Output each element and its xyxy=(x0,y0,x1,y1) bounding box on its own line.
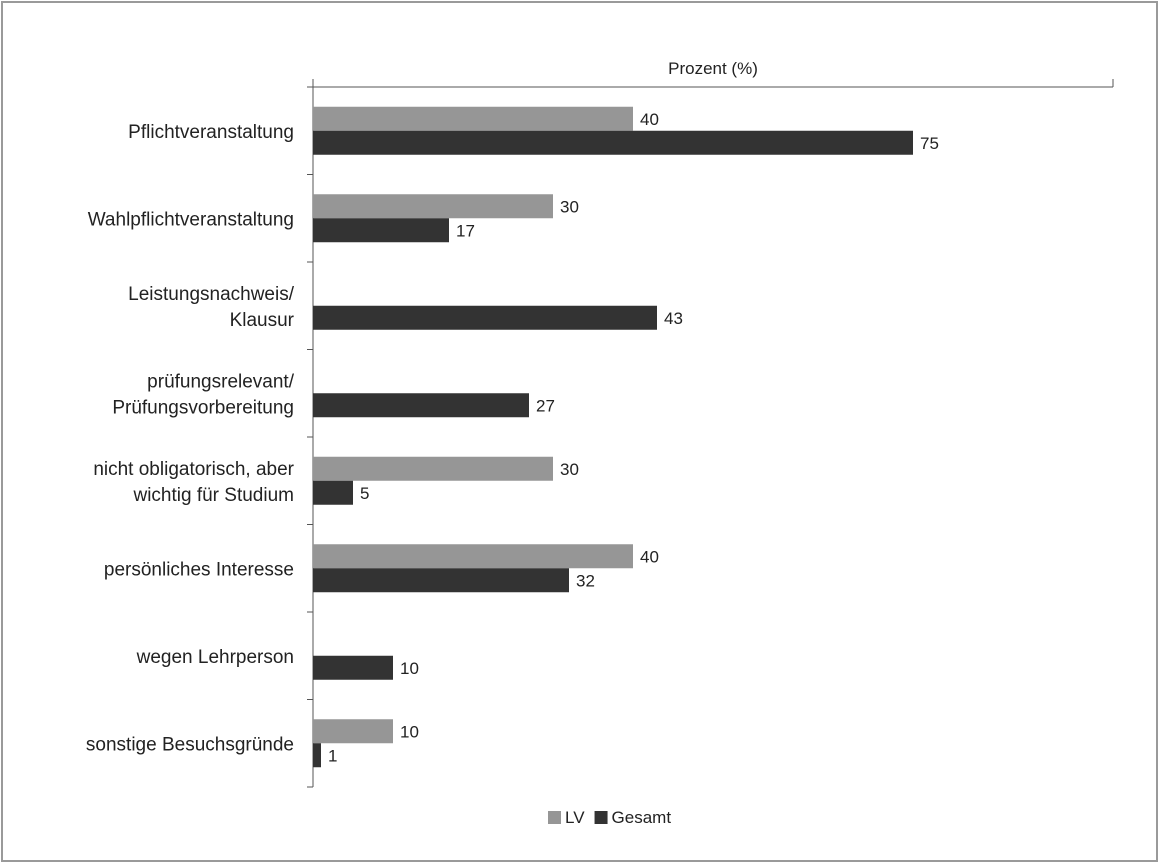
category-label-2: Klausur xyxy=(230,310,295,331)
category-labels: Pflichtveranstaltung Wahlpflichtveranstal… xyxy=(86,122,295,756)
bar-lv-4 xyxy=(313,456,553,481)
data-label-gesamt-1: 17 xyxy=(456,221,475,240)
data-label-gesamt-0: 75 xyxy=(920,134,939,153)
data-label-gesamt-4: 5 xyxy=(360,484,369,503)
data-label-gesamt-6: 10 xyxy=(400,659,419,678)
bar-lv-1 xyxy=(313,194,553,219)
axes: Prozent (%) xyxy=(307,59,1114,788)
data-label-lv-0: 40 xyxy=(640,110,659,129)
data-label-gesamt-5: 32 xyxy=(576,571,595,590)
legend-swatch-gesamt xyxy=(594,811,608,824)
data-label-lv-4: 30 xyxy=(560,460,579,479)
bar-gesamt-3 xyxy=(313,393,529,418)
bars: 40 75 30 17 43 27 30 5 40 32 10 10 1 xyxy=(313,106,939,768)
bar-gesamt-7 xyxy=(313,743,321,768)
data-label-lv-1: 30 xyxy=(560,197,579,216)
category-label-7: sonstige Besuchsgründe xyxy=(86,734,294,755)
category-label-0: Pflichtveranstaltung xyxy=(128,122,294,143)
category-label-2: Leistungsnachweis/ xyxy=(128,284,295,305)
data-label-lv-7: 10 xyxy=(400,722,419,741)
bar-gesamt-0 xyxy=(313,130,913,155)
bar-gesamt-6 xyxy=(313,655,393,680)
category-label-6: wegen Lehrperson xyxy=(136,647,294,668)
data-label-gesamt-7: 1 xyxy=(328,746,337,765)
legend-label-gesamt: Gesamt xyxy=(612,808,672,827)
legend-label-lv: LV xyxy=(565,808,585,827)
x-axis-label: Prozent (%) xyxy=(668,59,758,78)
category-label-1: Wahlpflichtveranstaltung xyxy=(88,209,294,230)
bar-lv-5 xyxy=(313,544,633,569)
bar-gesamt-4 xyxy=(313,480,353,505)
bar-lv-0 xyxy=(313,106,633,131)
bar-lv-7 xyxy=(313,719,393,744)
data-label-gesamt-3: 27 xyxy=(536,396,555,415)
category-label-3: prüfungsrelevant/ xyxy=(147,371,295,392)
category-label-5: persönliches Interesse xyxy=(104,559,294,580)
bar-gesamt-2 xyxy=(313,305,657,330)
legend: LV Gesamt xyxy=(548,808,671,827)
bar-gesamt-1 xyxy=(313,218,449,243)
category-label-4: wichtig für Studium xyxy=(132,485,294,506)
data-label-lv-5: 40 xyxy=(640,547,659,566)
data-label-gesamt-2: 43 xyxy=(664,309,683,328)
bar-gesamt-5 xyxy=(313,568,569,593)
legend-swatch-lv xyxy=(548,811,561,824)
category-label-3: Prüfungsvorbereitung xyxy=(112,397,294,418)
category-label-4: nicht obligatorisch, aber xyxy=(93,459,294,480)
